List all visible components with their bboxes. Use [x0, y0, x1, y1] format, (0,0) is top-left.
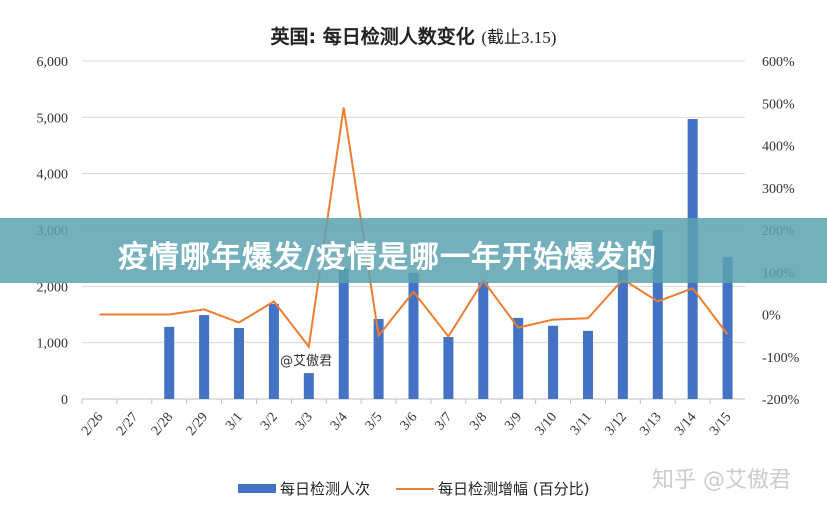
legend: 每日检测人次 每日检测增幅 (百分比) [238, 478, 590, 499]
right-tick-label: 0% [762, 309, 781, 324]
x-tick-label: 3/7 [432, 410, 455, 433]
bar-3/8 [478, 281, 489, 399]
bar-3/13 [652, 230, 663, 399]
legend-line-swatch [396, 487, 435, 490]
right-tick-label: 400% [762, 140, 795, 155]
left-tick-label: 6,000 [37, 55, 69, 70]
right-tick-label: 300% [762, 182, 795, 197]
bar-3/5 [373, 319, 384, 399]
right-tick-label: 600% [762, 55, 795, 70]
x-tick-label: 3/10 [533, 410, 560, 439]
x-tick-label: 3/2 [258, 410, 281, 433]
legend-bar-swatch [238, 484, 276, 493]
x-tick-label: 3/6 [398, 410, 421, 433]
x-tick-label: 3/15 [707, 410, 734, 439]
chart-subtitle: (截止3.15) [481, 28, 557, 47]
legend-bar-label: 每日检测人次 [280, 480, 371, 498]
x-tick-label: 3/13 [637, 410, 664, 439]
x-tick-label: 2/26 [79, 410, 106, 439]
bar-3/7 [443, 337, 454, 399]
chart-title: 英国: 每日检测人数变化 (截止3.15) [0, 22, 827, 49]
x-tick-label: 2/27 [114, 410, 141, 439]
right-tick-label: -200% [762, 393, 800, 408]
bar-3/2 [268, 303, 279, 399]
left-tick-label: 1,000 [37, 337, 69, 352]
bar-3/6 [408, 272, 419, 399]
x-tick-label: 3/3 [293, 410, 316, 433]
bar-3/10 [548, 325, 559, 399]
left-tick-label: 2,000 [37, 280, 69, 295]
bar-3/1 [234, 328, 245, 399]
x-tick-label: 3/4 [328, 410, 351, 433]
x-tick-label: 3/1 [223, 410, 246, 433]
x-tick-label: 3/5 [363, 410, 386, 433]
bar-2/28 [164, 326, 175, 399]
bar-3/11 [582, 330, 593, 399]
x-tick-label: 3/11 [568, 410, 595, 438]
x-tick-label: 2/28 [149, 410, 176, 439]
bar-3/12 [617, 269, 628, 399]
left-tick-label: 0 [61, 393, 68, 408]
bar-3/9 [513, 317, 524, 399]
bar-3/4 [338, 267, 349, 399]
right-tick-label: 500% [762, 97, 795, 112]
right-tick-label: -100% [762, 351, 800, 366]
x-tick-label: 3/12 [602, 410, 629, 439]
bar-3/3 [303, 373, 314, 399]
title-banner: 疫情哪年爆发/疫情是哪一年开始爆发的 [0, 218, 827, 283]
banner-text: 疫情哪年爆发/疫情是哪一年开始爆发的 [118, 240, 657, 275]
left-tick-label: 4,000 [37, 168, 69, 183]
legend-line-label: 每日检测增幅 (百分比) [438, 480, 590, 498]
bar-2/29 [199, 315, 210, 399]
x-tick-label: 2/29 [184, 410, 211, 439]
title-text: 英国: 每日检测人数变化 [270, 26, 475, 48]
bar-3/15 [722, 257, 733, 399]
watermark: @艾傲君 [280, 354, 333, 369]
source-watermark: 知乎 @艾傲君 [652, 468, 791, 493]
x-tick-label: 3/9 [502, 410, 525, 433]
x-tick-label: 3/14 [672, 410, 699, 439]
x-tick-label: 3/8 [467, 410, 490, 433]
left-tick-label: 5,000 [37, 111, 69, 126]
